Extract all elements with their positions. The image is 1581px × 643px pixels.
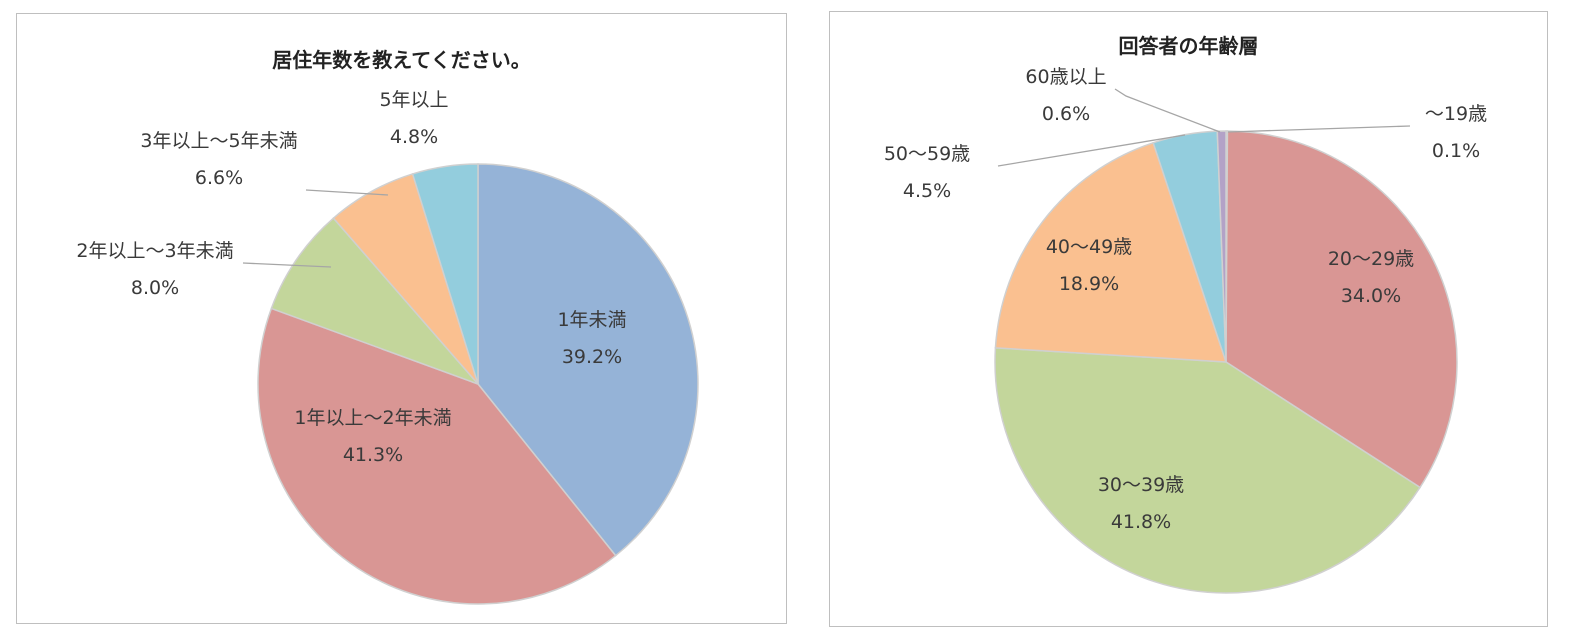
chart-title: 回答者の年齢層	[1118, 34, 1259, 58]
slice-label-5: 50〜59歳	[884, 143, 970, 165]
slice-value-label-6: 0.6%	[1042, 103, 1090, 125]
age-group-chart: 回答者の年齢層 〜19歳 0.1% 20〜29歳 34.0% 30〜39歳 41.8% 40…	[829, 11, 1548, 627]
slice-value-label-4: 18.9%	[1059, 273, 1119, 295]
slice-value-label-2: 34.0%	[1341, 285, 1401, 307]
pie-slice-2	[1225, 130, 1458, 489]
slice-label-3: 2年以上〜3年未満	[76, 240, 233, 262]
pie-slice-3	[270, 217, 479, 385]
slice-label-4: 40〜49歳	[1046, 236, 1132, 258]
slice-value-label-1: 0.1%	[1432, 140, 1480, 162]
leader-line-6	[1114, 88, 1221, 133]
slice-value-label-3: 41.8%	[1111, 511, 1171, 533]
slice-label-1: 〜19歳	[1425, 103, 1487, 125]
leader-line-1	[1227, 125, 1411, 133]
slice-label-2: 1年以上〜2年未満	[294, 407, 451, 429]
slice-label-1: 1年未満	[557, 309, 626, 331]
slice-value-label-5: 4.5%	[903, 180, 951, 202]
slice-label-5: 5年以上	[379, 89, 448, 111]
residence-years-chart: 居住年数を教えてください。 1年未満 39.2% 1年以上〜2年未満 41.3% 2年以…	[16, 13, 787, 624]
slice-label-6: 60歳以上	[1025, 66, 1106, 88]
slice-label-2: 20〜29歳	[1328, 248, 1414, 270]
age-group-pie: 〜19歳 0.1% 20〜29歳 34.0% 30〜39歳 41.8% 40〜49歳 18.9…	[884, 66, 1487, 594]
slice-value-label-3: 8.0%	[131, 277, 179, 299]
leader-line-3	[242, 262, 332, 268]
pie-slice-1	[477, 163, 699, 557]
slice-value-label-2: 41.3%	[343, 444, 403, 466]
slice-label-3: 30〜39歳	[1098, 474, 1184, 496]
pie-slice-5	[411, 163, 479, 385]
slice-value-label-4: 6.6%	[195, 167, 243, 189]
leader-line-5	[997, 134, 1186, 167]
pie-slice-2	[257, 307, 617, 605]
slice-label-4: 3年以上〜5年未満	[140, 130, 297, 152]
leader-line-4	[305, 189, 389, 196]
chart-title: 居住年数を教えてください。	[272, 48, 531, 72]
pie-slice-4	[994, 141, 1228, 363]
slice-value-label-1: 39.2%	[562, 346, 622, 368]
residence-years-pie: 1年未満 39.2% 1年以上〜2年未満 41.3% 2年以上〜3年未満 8.0% 3年以上…	[76, 89, 699, 605]
pie-slice-3	[994, 347, 1422, 594]
slice-value-label-5: 4.8%	[390, 126, 438, 148]
